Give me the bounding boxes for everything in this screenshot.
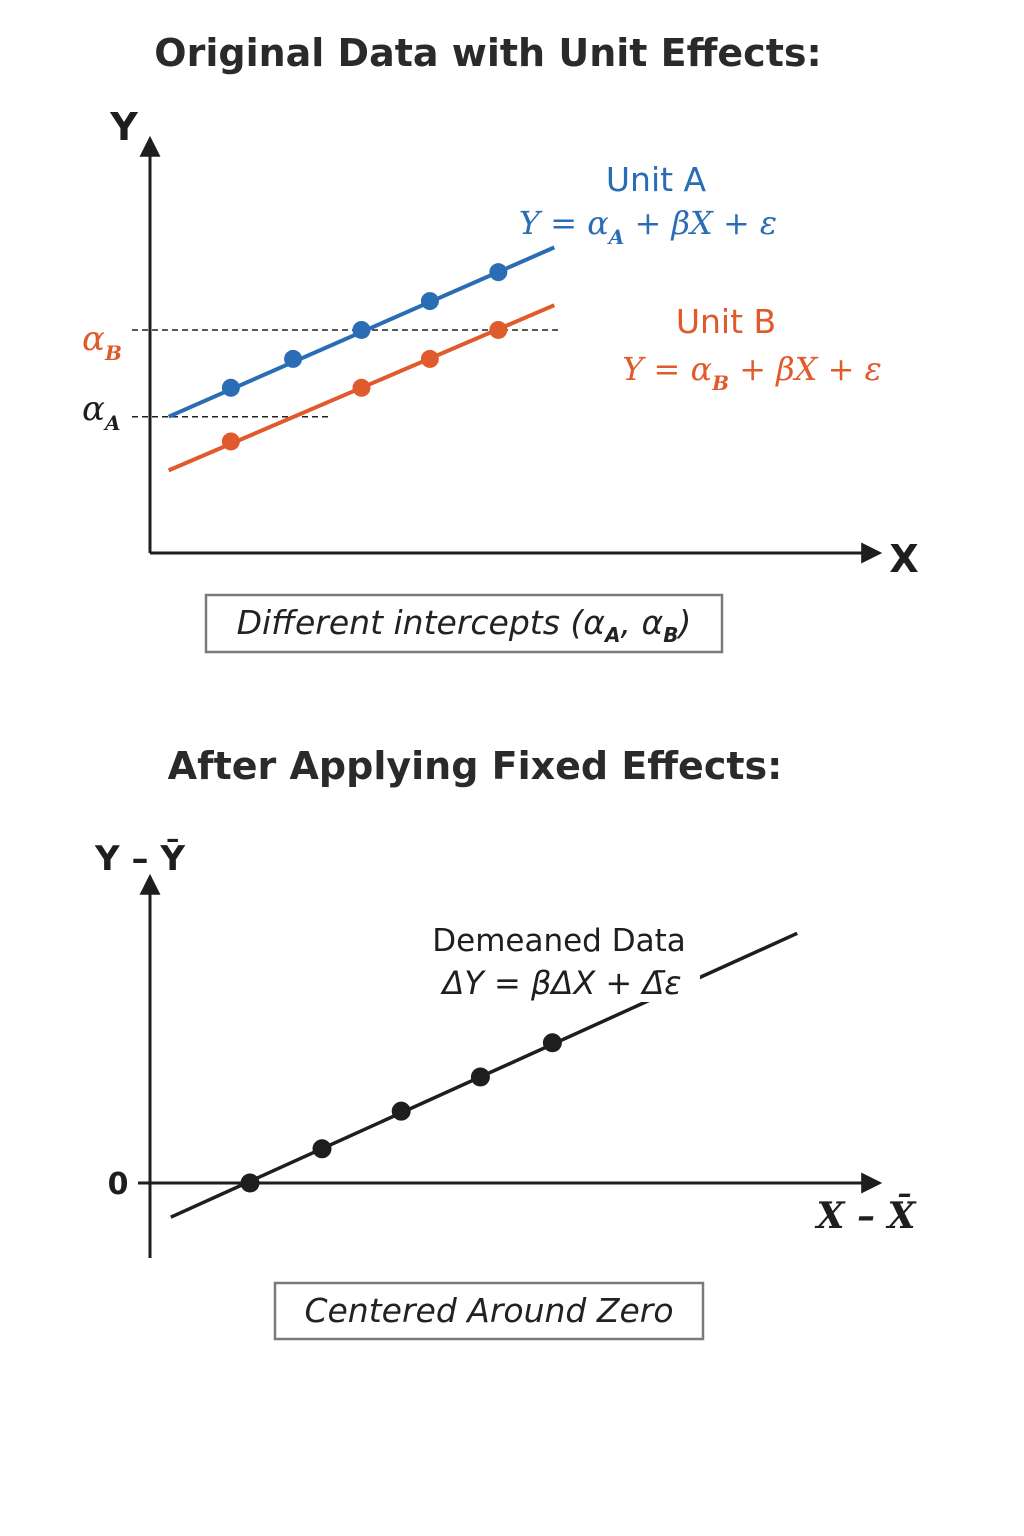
unit-b-name: Unit B	[676, 302, 776, 341]
top-note-box	[204, 593, 724, 654]
unit-a-point-1	[221, 378, 240, 397]
bottom-note-text: Centered Around Zero	[304, 1291, 673, 1330]
demeaned-point-3	[391, 1101, 411, 1121]
unit-b-point-1	[221, 432, 240, 451]
unit-b-point-4	[489, 320, 508, 339]
unit-a-point-3	[352, 320, 371, 339]
bottom-note-box	[273, 1281, 705, 1341]
top-note-text: Different intercepts (αA, αB)	[237, 603, 692, 647]
demeaned-points	[240, 1033, 562, 1193]
unit-a-point-4	[420, 292, 439, 311]
bottom-chart-title: After Applying Fixed Effects:	[168, 744, 783, 788]
unit-a-point-2	[284, 349, 303, 368]
unit-b-point-3	[420, 349, 439, 368]
demeaned-point-4	[470, 1067, 490, 1087]
equation-background	[440, 960, 700, 1002]
unit-a-name: Unit A	[606, 160, 707, 199]
zero-tick-label: 0	[108, 1167, 129, 1202]
unit-b-points	[221, 320, 508, 451]
top-y-axis-label: Y	[109, 105, 138, 149]
unit-a-equation: Y = αA + βX + ε	[519, 204, 777, 249]
unit-a-point-5	[489, 263, 508, 282]
demeaned-name: Demeaned Data	[432, 923, 685, 959]
bottom-y-axis-label: Y – Ȳ	[94, 839, 185, 879]
unit-b-point-2	[352, 378, 371, 397]
demeaned-point-1	[240, 1173, 260, 1193]
intercept-a-label: αA	[82, 389, 121, 435]
demeaned-point-2	[312, 1139, 332, 1159]
unit-a-points	[221, 263, 508, 397]
demeaned-point-5	[542, 1033, 562, 1053]
demeaned-equation: ΔY = βΔX + Δ̄ε	[439, 964, 681, 1002]
top-chart-title: Original Data with Unit Effects:	[154, 31, 821, 75]
bottom-x-axis-label: X – X̄	[815, 1193, 918, 1237]
top-x-axis-label: X	[889, 537, 918, 581]
unit-b-equation: Y = αB + βX + ε	[622, 350, 882, 395]
intercept-b-label: αB	[82, 319, 122, 365]
